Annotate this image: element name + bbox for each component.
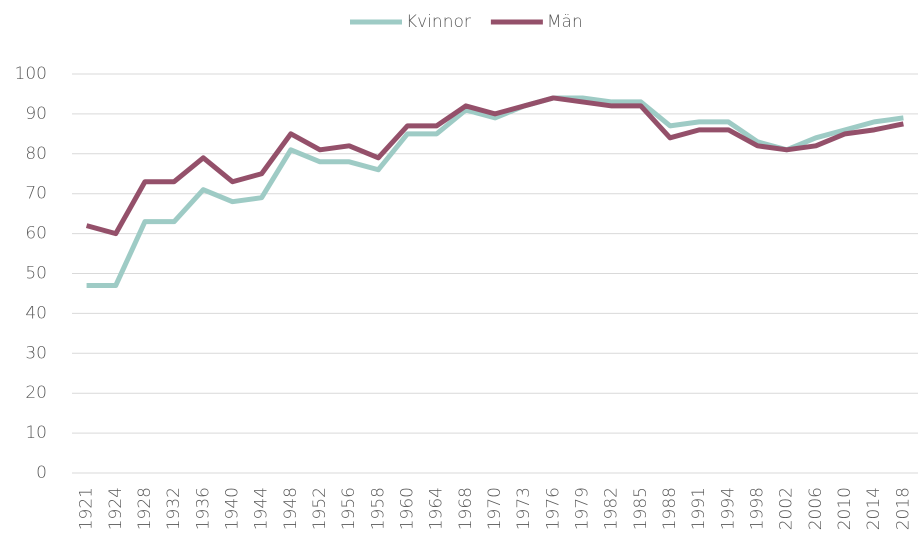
line-series — [86, 95, 904, 288]
x-tick-label: 1952 — [310, 487, 330, 530]
x-tick-label: 2018 — [893, 487, 913, 530]
x-tick-label: 1944 — [252, 487, 272, 530]
x-tick-label: 2010 — [835, 487, 855, 530]
x-tick-label: 1940 — [222, 487, 242, 530]
y-tick-label: 40 — [25, 303, 47, 323]
x-tick-label: 1964 — [427, 487, 447, 530]
x-tick-label: 1973 — [514, 487, 534, 530]
y-tick-label: 100 — [15, 64, 47, 84]
x-tick-label: 1936 — [193, 487, 213, 530]
x-tick-label: 1960 — [397, 487, 417, 530]
x-tick-label: 1985 — [631, 487, 651, 530]
y-tick-label: 90 — [25, 104, 47, 124]
legend-label: Kvinnor — [406, 12, 471, 32]
legend-label: Män — [547, 12, 583, 32]
x-tick-label: 2002 — [777, 487, 797, 530]
y-tick-label: 80 — [25, 144, 47, 164]
line-series — [85, 95, 904, 237]
x-tick-label: 1928 — [135, 487, 155, 530]
x-tick-label: 1921 — [77, 487, 97, 530]
x-tick-label: 1994 — [718, 487, 738, 530]
x-tick-label: 1976 — [543, 487, 563, 530]
x-tick-label: 1958 — [368, 487, 388, 530]
y-tick-label: 0 — [36, 463, 47, 483]
x-tick-label: 1979 — [573, 487, 593, 530]
y-tick-label: 20 — [25, 383, 47, 403]
y-tick-label: 10 — [25, 423, 47, 443]
x-tick-label: 1991 — [689, 487, 709, 530]
y-tick-label: 70 — [25, 184, 47, 204]
x-tick-label: 1932 — [164, 487, 184, 530]
x-tick-label: 1982 — [602, 487, 622, 530]
y-tick-label: 60 — [25, 224, 47, 244]
x-tick-label: 1998 — [748, 487, 768, 530]
x-tick-label: 1968 — [456, 487, 476, 530]
x-tick-label: 1948 — [281, 487, 301, 530]
x-tick-label: 1988 — [660, 487, 680, 530]
y-tick-label: 30 — [25, 343, 47, 363]
x-tick-label: 2006 — [806, 487, 826, 530]
y-tick-label: 50 — [25, 264, 47, 284]
x-tick-label: 2014 — [864, 487, 884, 530]
x-tick-label: 1924 — [106, 487, 126, 530]
x-tick-label: 1956 — [339, 487, 359, 530]
x-tick-label: 1970 — [485, 487, 505, 530]
